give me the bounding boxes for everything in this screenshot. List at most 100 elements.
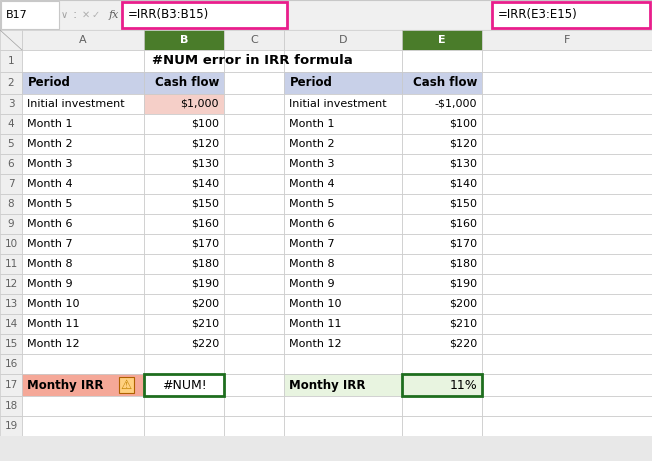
- Bar: [22, 274, 144, 294]
- Bar: [402, 294, 482, 314]
- Bar: [0, 416, 22, 436]
- Bar: [144, 294, 224, 314]
- Text: 11: 11: [5, 259, 18, 269]
- Text: Month 6: Month 6: [27, 219, 72, 229]
- Text: $150: $150: [449, 199, 477, 209]
- Bar: [144, 396, 224, 416]
- Bar: [284, 254, 402, 274]
- Bar: [402, 194, 482, 214]
- Bar: [482, 114, 652, 134]
- Bar: [284, 374, 402, 396]
- Text: Month 5: Month 5: [289, 199, 334, 209]
- Bar: [224, 334, 284, 354]
- Bar: [284, 72, 402, 94]
- Bar: [284, 234, 402, 254]
- Text: 8: 8: [8, 199, 14, 209]
- Bar: [402, 134, 482, 154]
- Bar: [0, 396, 22, 416]
- Text: $1,000: $1,000: [181, 99, 219, 109]
- Bar: [144, 134, 224, 154]
- Text: 4: 4: [8, 119, 14, 129]
- Bar: [402, 214, 482, 234]
- Bar: [144, 314, 224, 334]
- Text: Month 4: Month 4: [289, 179, 334, 189]
- Text: 2: 2: [8, 78, 14, 88]
- Text: $190: $190: [191, 279, 219, 289]
- Bar: [144, 94, 224, 114]
- Bar: [224, 94, 284, 114]
- Text: 11%: 11%: [449, 378, 477, 391]
- Bar: [402, 334, 482, 354]
- Text: 9: 9: [8, 219, 14, 229]
- Bar: [144, 354, 224, 374]
- Bar: [224, 194, 284, 214]
- Text: Month 9: Month 9: [289, 279, 334, 289]
- Text: Month 1: Month 1: [27, 119, 72, 129]
- Bar: [224, 50, 284, 72]
- Text: $100: $100: [449, 119, 477, 129]
- Text: -$1,000: -$1,000: [434, 99, 477, 109]
- Bar: [144, 194, 224, 214]
- Bar: [402, 94, 482, 114]
- Bar: [402, 234, 482, 254]
- Bar: [224, 274, 284, 294]
- Bar: [224, 294, 284, 314]
- Text: #NUM error in IRR formula: #NUM error in IRR formula: [152, 54, 352, 67]
- Bar: [402, 416, 482, 436]
- Bar: [482, 396, 652, 416]
- Text: $170: $170: [449, 239, 477, 249]
- Bar: [1, 1, 59, 29]
- Text: Month 8: Month 8: [289, 259, 334, 269]
- Bar: [224, 72, 284, 94]
- Bar: [22, 214, 144, 234]
- Bar: [284, 114, 402, 134]
- Bar: [0, 174, 22, 194]
- Bar: [22, 114, 144, 134]
- Bar: [0, 154, 22, 174]
- Bar: [482, 294, 652, 314]
- Text: Month 10: Month 10: [289, 299, 342, 309]
- Bar: [144, 274, 224, 294]
- Text: B: B: [180, 35, 188, 45]
- Text: D: D: [339, 35, 348, 45]
- Bar: [482, 194, 652, 214]
- Bar: [22, 30, 144, 50]
- Bar: [0, 314, 22, 334]
- Text: Period: Period: [290, 77, 333, 89]
- Bar: [224, 174, 284, 194]
- Bar: [22, 194, 144, 214]
- Bar: [22, 416, 144, 436]
- Bar: [224, 154, 284, 174]
- Text: 5: 5: [8, 139, 14, 149]
- Bar: [0, 194, 22, 214]
- Text: Month 6: Month 6: [289, 219, 334, 229]
- Text: $160: $160: [191, 219, 219, 229]
- Bar: [224, 374, 284, 396]
- Text: ✕: ✕: [82, 10, 90, 20]
- Bar: [482, 314, 652, 334]
- Bar: [0, 134, 22, 154]
- Text: C: C: [250, 35, 258, 45]
- Text: Initial investment: Initial investment: [289, 99, 387, 109]
- Bar: [22, 234, 144, 254]
- Bar: [22, 72, 144, 94]
- Text: =IRR(E3:E15): =IRR(E3:E15): [498, 8, 578, 22]
- Bar: [224, 214, 284, 234]
- Bar: [0, 72, 22, 94]
- Text: Month 11: Month 11: [289, 319, 342, 329]
- Bar: [0, 94, 22, 114]
- Bar: [22, 334, 144, 354]
- Bar: [284, 314, 402, 334]
- Text: Monthy IRR: Monthy IRR: [289, 378, 366, 391]
- Text: =IRR(B3:B15): =IRR(B3:B15): [128, 8, 209, 22]
- Bar: [402, 30, 482, 50]
- Text: Month 12: Month 12: [27, 339, 80, 349]
- Text: Month 12: Month 12: [289, 339, 342, 349]
- Text: $180: $180: [191, 259, 219, 269]
- Bar: [0, 30, 22, 50]
- Bar: [224, 254, 284, 274]
- Bar: [224, 30, 284, 50]
- Text: 7: 7: [8, 179, 14, 189]
- Bar: [284, 396, 402, 416]
- Text: Month 7: Month 7: [27, 239, 72, 249]
